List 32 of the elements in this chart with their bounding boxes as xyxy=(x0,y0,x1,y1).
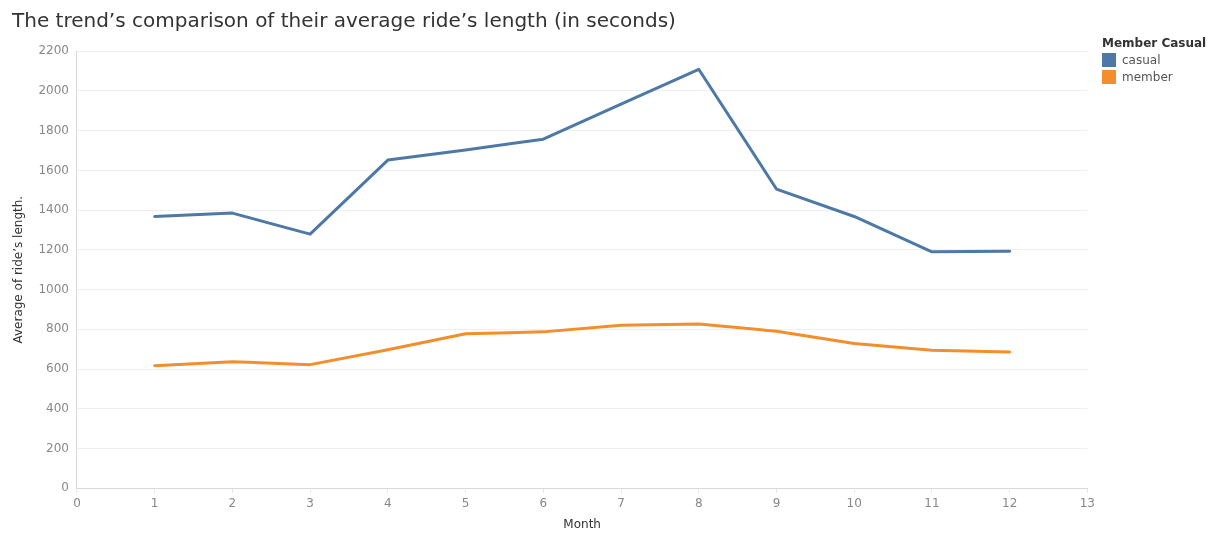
x-tick-label: 2 xyxy=(228,495,237,510)
y-tick-label: 1200 xyxy=(38,241,69,256)
y-tick-label: 1600 xyxy=(38,162,69,177)
x-tick-label: 6 xyxy=(539,495,548,510)
legend-label: member xyxy=(1122,70,1173,84)
y-axis-title: Average of ride’s length. xyxy=(11,195,26,344)
legend-label: casual xyxy=(1122,53,1161,67)
legend-title: Member Casual xyxy=(1102,36,1207,50)
x-tick-label: 3 xyxy=(306,495,314,510)
x-tick-label: 9 xyxy=(772,495,781,510)
x-tick-label: 1 xyxy=(150,495,159,510)
y-tick-label: 400 xyxy=(46,400,69,415)
y-tick-label: 800 xyxy=(46,321,69,336)
x-tick-label: 10 xyxy=(846,495,862,510)
y-tick-label: 1400 xyxy=(38,202,69,217)
y-tick-label: 0 xyxy=(61,480,69,495)
y-tick-label: 200 xyxy=(46,440,69,455)
y-tick-label: 2000 xyxy=(38,83,69,98)
x-tick-label: 7 xyxy=(617,495,625,510)
y-tick-label: 600 xyxy=(46,361,69,376)
x-axis-title: Month xyxy=(563,516,601,531)
x-tick-label: 8 xyxy=(694,495,703,510)
x-tick-label: 12 xyxy=(1002,495,1018,510)
y-tick-label: 1800 xyxy=(38,122,69,137)
x-tick-label: 13 xyxy=(1079,495,1096,510)
x-tick-label: 11 xyxy=(924,495,940,510)
chart-title: The trend’s comparison of their average ride’s length (in seconds) xyxy=(12,8,677,32)
x-tick-label: 5 xyxy=(461,495,470,510)
y-tick-label: 1000 xyxy=(38,281,69,296)
x-tick-label: 4 xyxy=(384,495,392,510)
y-tick-label: 2200 xyxy=(38,43,69,58)
x-tick-label: 0 xyxy=(73,495,81,510)
